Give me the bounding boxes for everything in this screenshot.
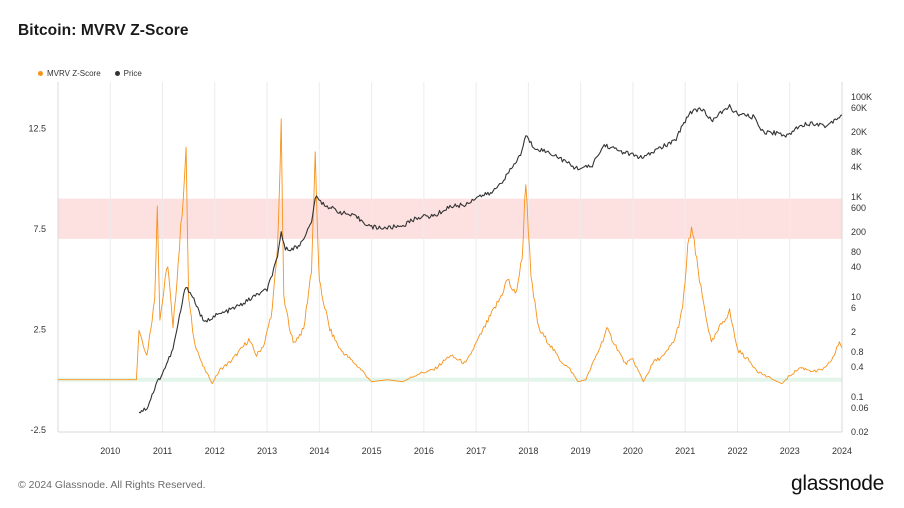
y-right-tick-label: 100K <box>851 92 872 102</box>
y-left-tick-label: 12.5 <box>28 123 46 133</box>
y-right-tick-label: 60K <box>851 103 867 113</box>
x-tick-label: 2014 <box>309 446 329 456</box>
band-overvalued <box>58 198 842 239</box>
copyright-text: © 2024 Glassnode. All Rights Reserved. <box>18 479 206 491</box>
price-line <box>138 104 843 414</box>
chart-title: Bitcoin: MVRV Z-Score <box>18 22 189 39</box>
y-left-tick-label: -2.5 <box>30 425 46 435</box>
x-tick-label: 2010 <box>100 446 120 456</box>
legend-item-mvrv[interactable]: MVRV Z-Score <box>38 69 101 78</box>
x-tick-label: 2023 <box>780 446 800 456</box>
x-tick-label: 2019 <box>571 446 591 456</box>
y-right-tick-label: 4K <box>851 162 862 172</box>
y-right-tick-label: 6 <box>851 303 856 313</box>
y-left-tick-label: 2.5 <box>33 324 46 334</box>
y-right-tick-label: 10 <box>851 292 861 302</box>
legend-label-mvrv: MVRV Z-Score <box>47 69 101 78</box>
y-right-tick-label: 0.02 <box>851 427 869 437</box>
x-tick-label: 2017 <box>466 446 486 456</box>
y-right-tick-label: 80 <box>851 247 861 257</box>
y-right-tick-label: 2 <box>851 327 856 337</box>
y-right-tick-label: 0.1 <box>851 392 864 402</box>
legend-label-price: Price <box>123 69 142 78</box>
x-tick-label: 2024 <box>832 446 852 456</box>
chart-legend: MVRV Z-Score Price <box>38 69 142 78</box>
x-tick-label: 2018 <box>518 446 538 456</box>
chart-plot: 2010 2011 2012 2013 2014 2015 2016 2017 2018 2019… <box>28 82 872 456</box>
y-right-tick-label: 600 <box>851 203 866 213</box>
y-left-tick-label: 7.5 <box>33 224 46 234</box>
x-tick-label: 2011 <box>153 446 172 456</box>
legend-dot-mvrv <box>38 71 43 76</box>
band-undervalued <box>58 377 842 382</box>
legend-item-price[interactable]: Price <box>114 69 142 78</box>
legend-dot-price <box>114 71 120 76</box>
y-right-tick-label: 20K <box>851 127 867 137</box>
x-tick-label: 2022 <box>727 446 747 456</box>
y-right-tick-label: 0.8 <box>851 347 864 357</box>
y-right-tick-label: 8K <box>851 147 862 157</box>
x-tick-label: 2021 <box>675 446 695 456</box>
y-right-tick-label: 0.06 <box>851 403 869 413</box>
mvrv-zscore-line <box>58 118 843 385</box>
x-tick-label: 2013 <box>257 446 277 456</box>
brand-logo: glassnode <box>790 472 884 495</box>
x-tick-label: 2015 <box>362 446 382 456</box>
y-right-tick-label: 1K <box>851 192 862 202</box>
y-right-tick-label: 40 <box>851 262 861 272</box>
x-tick-label: 2012 <box>205 446 225 456</box>
y-right-tick-label: 0.4 <box>851 362 864 372</box>
y-right-tick-label: 200 <box>851 227 866 237</box>
x-tick-label: 2016 <box>414 446 434 456</box>
x-tick-label: 2020 <box>623 446 643 456</box>
